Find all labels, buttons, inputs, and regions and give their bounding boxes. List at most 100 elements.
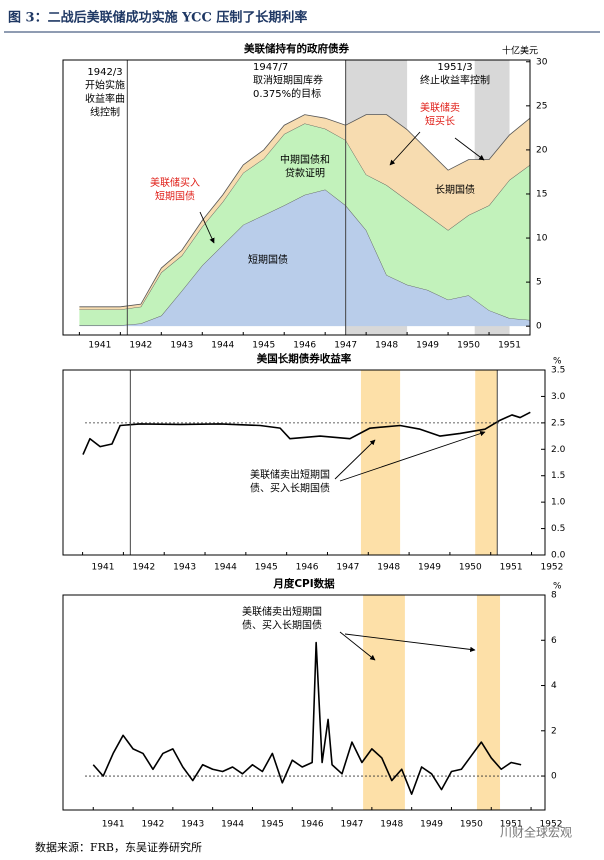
y-tick-label: 15 [536, 189, 547, 199]
annotation-arrow [334, 439, 376, 480]
y-tick-label: 0.5 [551, 524, 565, 534]
figure-title: 图 3：二战后美联储成功实施 YCC 压制了长期利率 [8, 10, 307, 26]
x-tick-label: 1944 [221, 820, 244, 830]
source: 数据来源：FRB，东吴证券研究所 [35, 840, 202, 854]
x-tick-label: 1947 [336, 563, 359, 573]
annotation: 线控制 [90, 106, 120, 119]
annotation: 1942/3 [87, 67, 122, 78]
y-tick-label: 3.0 [551, 392, 566, 402]
y-tick-label: 3.5 [551, 366, 565, 376]
y-tick-label: 30 [536, 57, 548, 67]
x-tick-label: 1951 [500, 820, 523, 830]
y-tick-label: 2.0 [551, 445, 566, 455]
annotation: 债、买入长期国债 [242, 619, 322, 632]
x-tick-label: 1941 [102, 820, 125, 830]
x-tick-label: 1948 [380, 820, 403, 830]
y-tick-label: 2 [551, 726, 557, 736]
x-tick-label: 1949 [416, 341, 439, 351]
x-tick-label: 1944 [211, 341, 234, 351]
x-tick-label: 1946 [296, 563, 319, 573]
y-tick-label: 4 [551, 681, 557, 691]
y-tick-label: 0 [536, 322, 542, 332]
x-tick-label: 1943 [173, 563, 196, 573]
watermark: 川财全球宏观 [500, 825, 572, 840]
annotation: 长期国债 [435, 183, 475, 196]
x-tick-label: 1942 [132, 563, 155, 573]
annotation: 中期国债和 [280, 153, 330, 166]
x-tick-label: 1948 [375, 341, 398, 351]
x-tick-label: 1945 [252, 341, 275, 351]
annotation: 短期国债 [248, 253, 288, 266]
annotation: 美联储买入 [150, 176, 200, 189]
y-tick-label: 1.5 [551, 471, 565, 481]
annotation-arrow [454, 137, 485, 161]
y-tick-label: 5 [536, 278, 542, 288]
annotation: 短买长 [425, 115, 455, 128]
area-layer [79, 189, 531, 327]
x-tick-label: 1949 [418, 563, 441, 573]
plot-frame [62, 59, 531, 336]
x-tick-label: 1945 [261, 820, 284, 830]
annotation-arrow [199, 211, 215, 244]
annotation: 1947/7 [253, 62, 288, 73]
x-tick-label: 1951 [500, 563, 523, 573]
annotation-arrow [344, 633, 476, 653]
annotation: 短期国债 [155, 190, 195, 203]
annotation: 美联储卖 [420, 101, 460, 114]
y-tick-label: 1.0 [551, 498, 566, 508]
area-edge [79, 189, 531, 326]
annotation: 终止收益率控制 [420, 74, 490, 87]
y-tick-label: 20 [536, 145, 548, 155]
x-tick-label: 1941 [92, 563, 115, 573]
annotation: 收益率曲 [85, 92, 125, 105]
x-tick-label: 1947 [341, 820, 364, 830]
annotation: 0.375%的目标 [253, 87, 321, 100]
plot-frame [62, 594, 546, 811]
annotation-arrow [339, 430, 486, 482]
annotation: 贷款证明 [285, 167, 325, 180]
annotation: 美联储卖出短期国 [250, 468, 330, 481]
x-tick-label: 1951 [498, 341, 521, 351]
x-tick-label: 1942 [129, 341, 152, 351]
area-edge [79, 114, 531, 308]
y-tick-label: 2.5 [551, 418, 565, 428]
x-tick-label: 1950 [457, 341, 480, 351]
area-layer [79, 123, 531, 326]
shaded-period [476, 595, 501, 810]
y-tick-label: 8 [551, 591, 557, 601]
chart-title: 月度CPI数据 [272, 577, 335, 590]
annotation: 美联储卖出短期国 [242, 605, 322, 618]
shaded-period [363, 595, 405, 810]
y-tick-label: 10 [536, 234, 548, 244]
x-tick-label: 1946 [301, 820, 324, 830]
plot-frame [62, 369, 546, 556]
x-tick-label: 1945 [255, 563, 278, 573]
unit-label: % [553, 357, 562, 367]
area-layer [79, 114, 531, 310]
x-tick-label: 1952 [540, 563, 563, 573]
x-tick-label: 1950 [460, 820, 483, 830]
unit-label: 十亿美元 [502, 45, 538, 57]
y-tick-label: 6 [551, 636, 557, 646]
x-tick-label: 1947 [334, 341, 357, 351]
shaded-period [475, 370, 498, 555]
annotation-arrow [339, 631, 376, 661]
annotation: 1951/3 [437, 62, 472, 73]
x-tick-label: 1942 [141, 820, 164, 830]
x-tick-label: 1943 [170, 341, 193, 351]
x-tick-label: 1949 [420, 820, 443, 830]
x-tick-label: 1946 [293, 341, 316, 351]
unit-label: % [553, 582, 562, 592]
y-tick-label: 0.0 [551, 551, 566, 561]
chart-title: 美联储持有的政府债券 [244, 42, 349, 55]
x-tick-label: 1943 [181, 820, 204, 830]
line-series [82, 411, 531, 455]
annotation: 取消短期国库券 [253, 74, 323, 87]
y-tick-label: 25 [536, 101, 547, 111]
y-tick-label: 0 [551, 772, 557, 782]
x-tick-label: 1944 [214, 563, 237, 573]
x-tick-label: 1948 [377, 563, 400, 573]
chart-title: 美国长期债券收益率 [257, 352, 352, 365]
x-tick-label: 1950 [459, 563, 482, 573]
